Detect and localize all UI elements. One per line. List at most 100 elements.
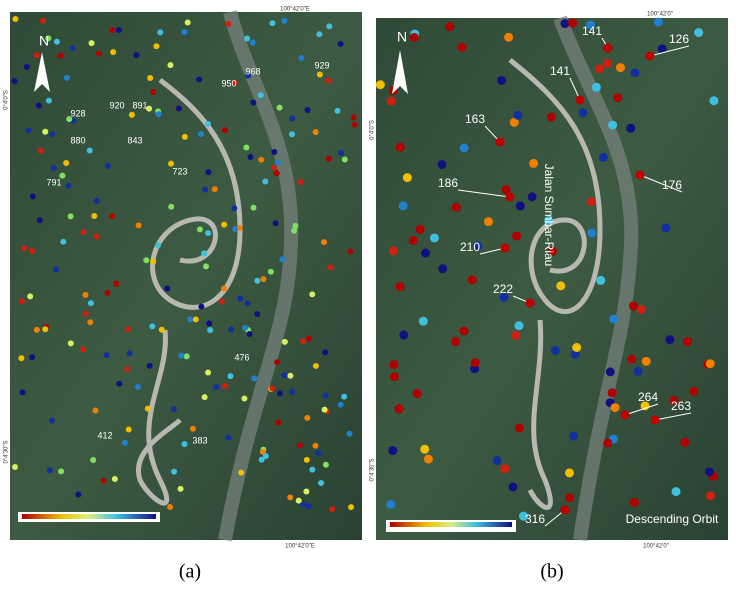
ps-point: [143, 257, 150, 264]
ps-point: [150, 258, 157, 265]
ps-point: [29, 354, 36, 361]
ps-point: [295, 497, 302, 504]
ps-point: [115, 27, 122, 34]
ps-point: [271, 149, 278, 156]
coordinate-label: 100°42'0": [643, 544, 669, 550]
ps-point: [565, 493, 575, 503]
ps-point: [550, 345, 560, 355]
ps-point: [398, 201, 408, 211]
ps-point: [605, 367, 615, 377]
ps-point: [653, 17, 663, 27]
ps-point: [470, 358, 480, 368]
ps-point: [19, 389, 26, 396]
ps-point: [244, 35, 251, 42]
ps-point: [125, 426, 132, 433]
leader-line: [624, 403, 659, 416]
ps-point: [635, 170, 645, 180]
ps-point: [244, 300, 251, 307]
ps-point: [133, 52, 140, 59]
ps-point: [645, 51, 655, 61]
ps-point: [88, 40, 95, 47]
ps-point: [694, 28, 704, 38]
ps-point: [596, 275, 606, 285]
ps-point: [705, 359, 715, 369]
ps-point: [615, 63, 625, 73]
ps-point: [499, 292, 509, 302]
ps-point: [168, 203, 175, 210]
ps-point: [187, 316, 194, 323]
ps-point: [420, 444, 430, 454]
ps-point: [287, 372, 294, 379]
ps-point: [525, 298, 535, 308]
ps-point: [232, 225, 239, 232]
coordinate-label: 0°4'0"S: [370, 120, 376, 140]
ps-point: [12, 464, 19, 471]
ps-point: [262, 178, 269, 185]
ps-point: [80, 346, 87, 353]
leader-line: [639, 174, 683, 193]
ps-point: [497, 75, 507, 85]
ps-point: [63, 160, 70, 167]
ps-point: [196, 76, 203, 83]
ps-point: [104, 162, 111, 169]
ps-point: [575, 95, 585, 105]
ps-point: [211, 186, 218, 193]
ps-point: [221, 383, 228, 390]
ps-point: [18, 298, 25, 305]
ps-point: [158, 326, 165, 333]
ps-point: [197, 131, 204, 138]
ps-point: [49, 131, 56, 138]
ps-point: [183, 353, 190, 360]
ps-point: [274, 359, 281, 366]
ps-point: [273, 170, 280, 177]
coordinate-label: 100°42'0"E: [285, 544, 315, 550]
ps-point: [67, 213, 74, 220]
ps-point: [603, 43, 613, 53]
ps-point: [90, 457, 97, 464]
ps-point: [603, 58, 613, 68]
ps-point: [201, 250, 208, 257]
ps-point: [321, 239, 328, 246]
ps-point: [437, 159, 447, 169]
ps-point: [568, 431, 578, 441]
ps-point: [598, 152, 608, 162]
ps-point: [318, 479, 325, 486]
ps-point: [587, 228, 597, 238]
ps-point: [37, 147, 44, 154]
ps-point: [680, 437, 690, 447]
point-label: 163: [465, 112, 485, 126]
ps-point: [198, 303, 205, 310]
ps-point: [42, 128, 49, 135]
ps-point: [196, 226, 203, 233]
ps-point: [53, 38, 60, 45]
ps-point: [389, 372, 399, 382]
ps-point: [155, 111, 162, 118]
point-label: 880: [70, 135, 85, 145]
ps-point: [338, 149, 345, 156]
ps-point: [322, 392, 329, 399]
ps-point: [669, 395, 679, 405]
labels: 141 126 141 163 176 186 210 222 264 263 316: [438, 24, 691, 527]
ps-point: [260, 276, 267, 283]
coordinate-label: 0°4'30"S: [370, 458, 376, 481]
ps-point: [586, 197, 596, 207]
ps-point: [213, 384, 220, 391]
ps-point: [116, 380, 123, 387]
panel-a: N 968 929 950 928 920 891 880 843 791 723 476 412 38…: [10, 10, 362, 542]
ps-point: [281, 372, 288, 379]
ps-point: [250, 204, 257, 211]
ps-point: [69, 45, 76, 52]
ps-point: [321, 406, 328, 413]
ps-point: [168, 160, 175, 167]
ps-point: [254, 277, 261, 284]
ps-point: [75, 491, 82, 498]
ps-point: [350, 114, 357, 121]
colorbar: [22, 514, 156, 519]
ps-point: [287, 494, 294, 501]
ps-point: [505, 192, 515, 202]
ps-point: [11, 78, 18, 85]
ps-point: [394, 404, 404, 414]
ps-point: [291, 227, 298, 234]
ps-point: [399, 330, 409, 340]
